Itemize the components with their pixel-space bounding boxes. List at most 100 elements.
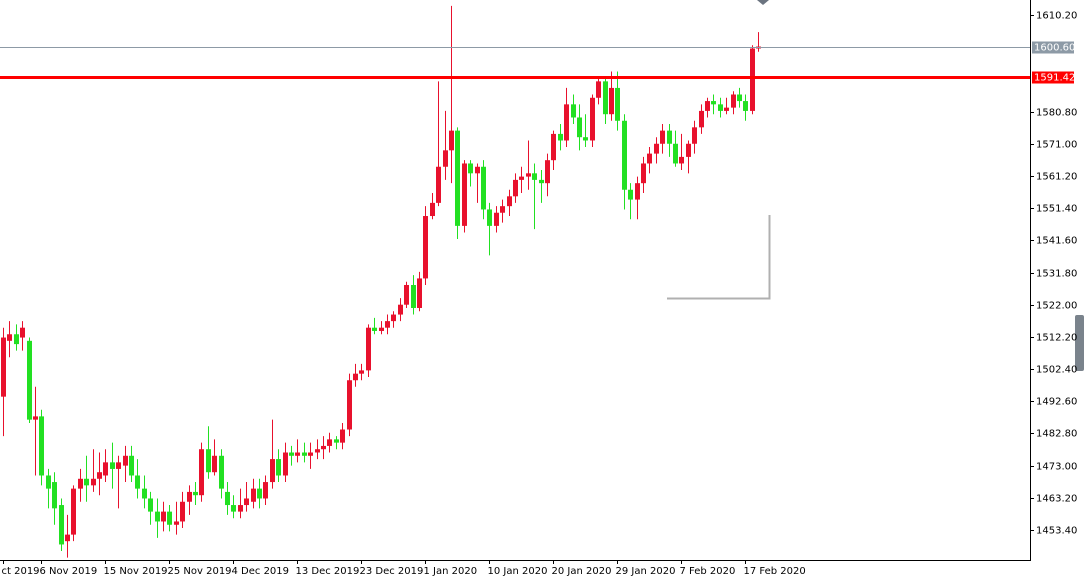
candle-body (398, 304, 403, 315)
candle-body (148, 498, 153, 512)
x-tick-label: 15 Nov 2019 (104, 566, 168, 577)
candle-body (39, 416, 44, 476)
y-tick-label: 1531.80 (1036, 269, 1077, 280)
candle-body (174, 521, 179, 525)
candle-body (539, 179, 544, 184)
candle-body (33, 416, 38, 420)
candle-body (212, 455, 217, 473)
candle-body (551, 133, 556, 161)
candle-body (327, 439, 332, 446)
candle-body (571, 104, 576, 118)
candle-body (487, 209, 492, 226)
candle-body (750, 48, 755, 111)
candle-body (449, 130, 454, 151)
candle-body (59, 505, 64, 545)
candle-body (308, 452, 313, 456)
candle-body (679, 156, 684, 164)
y-tick-label: 1492.60 (1036, 397, 1077, 408)
x-tick-label: 6 Nov 2019 (40, 566, 98, 577)
candle-body (103, 462, 108, 476)
x-tick-label: 7 Feb 2020 (680, 566, 736, 577)
candle-body (423, 216, 428, 279)
candle-body (686, 143, 691, 157)
y-tick-label: 1580.80 (1036, 108, 1077, 119)
candle-body (270, 459, 275, 483)
candle-body (27, 340, 32, 420)
candle-body (1, 337, 6, 397)
candle-body (622, 120, 627, 190)
candle-body (500, 206, 505, 213)
candle-body (404, 284, 409, 305)
candle-body (238, 505, 243, 512)
candle-body (558, 133, 563, 141)
candle-body (532, 173, 537, 180)
candle-body (161, 511, 166, 522)
x-tick-label: 10 Jan 2020 (488, 566, 548, 577)
candle-body (641, 163, 646, 184)
candle-body (743, 101, 748, 111)
candle-body (590, 97, 595, 141)
candle-body (417, 278, 422, 308)
x-tick-label: ct 2019 (2, 566, 40, 577)
candle-body (577, 117, 582, 138)
x-tick-label: 23 Dec 2019 (360, 566, 424, 577)
candle-body (462, 163, 467, 226)
candle-body (110, 462, 115, 469)
candle-body (737, 94, 742, 102)
candle-body (187, 491, 192, 502)
candle-body (609, 87, 614, 115)
y-tick-label: 1541.60 (1036, 236, 1077, 247)
scroll-handle[interactable] (1075, 315, 1084, 371)
plot: 1610.20 1580.80 1571.00 1561.20 1551.40 1541.… (0, 5, 1077, 577)
candle-body (231, 505, 236, 512)
candle-body (430, 202, 435, 217)
candle-body (724, 107, 729, 111)
candle-body (667, 130, 672, 144)
y-tick-label: 1502.40 (1036, 365, 1077, 376)
candle-body (7, 334, 12, 341)
candle-body (705, 101, 710, 111)
y-tick-label: 1473.00 (1036, 462, 1077, 473)
candle-body (718, 104, 723, 111)
candle-body (526, 173, 531, 177)
x-tick-label: 1 Jan 2020 (424, 566, 478, 577)
x-tick-label: 20 Jan 2020 (552, 566, 612, 577)
candle-body (583, 137, 588, 141)
candle-body (135, 475, 140, 489)
candle-body (302, 452, 307, 456)
candle-body (129, 455, 134, 476)
candle-body (494, 212, 499, 226)
candle-body (283, 452, 288, 476)
y-tick-label: 1561.20 (1036, 172, 1077, 183)
candle-body (481, 166, 486, 210)
x-tick-label: 29 Jan 2020 (616, 566, 676, 577)
candle-body (206, 449, 211, 473)
candle-body (366, 327, 371, 371)
candle-body (372, 327, 377, 331)
candle-body (340, 429, 345, 443)
candle-body (180, 501, 185, 522)
candle-body (731, 94, 736, 108)
candle-body (455, 130, 460, 226)
candle-body (507, 196, 512, 207)
x-tick-label: 25 Nov 2019 (168, 566, 232, 577)
x-tick-label: 13 Dec 2019 (296, 566, 360, 577)
x-tick-label: 17 Feb 2020 (744, 566, 806, 577)
candle-body (91, 478, 96, 486)
candle-body (443, 150, 448, 167)
candle-body (155, 511, 160, 522)
candle-body (116, 462, 121, 469)
candle-body (564, 104, 569, 141)
candle-body (219, 455, 224, 489)
candle-body (334, 439, 339, 443)
candle-body (468, 163, 473, 174)
price-label-box (1032, 41, 1074, 54)
candle-body (14, 334, 19, 345)
y-tick-label: 1453.40 (1036, 526, 1077, 537)
candle-body (411, 284, 416, 308)
y-tick-label: 1571.00 (1036, 140, 1077, 151)
candle-body (628, 189, 633, 200)
y-tick-label: 1482.80 (1036, 429, 1077, 440)
candle-body (123, 455, 128, 466)
candle-body (199, 449, 204, 496)
